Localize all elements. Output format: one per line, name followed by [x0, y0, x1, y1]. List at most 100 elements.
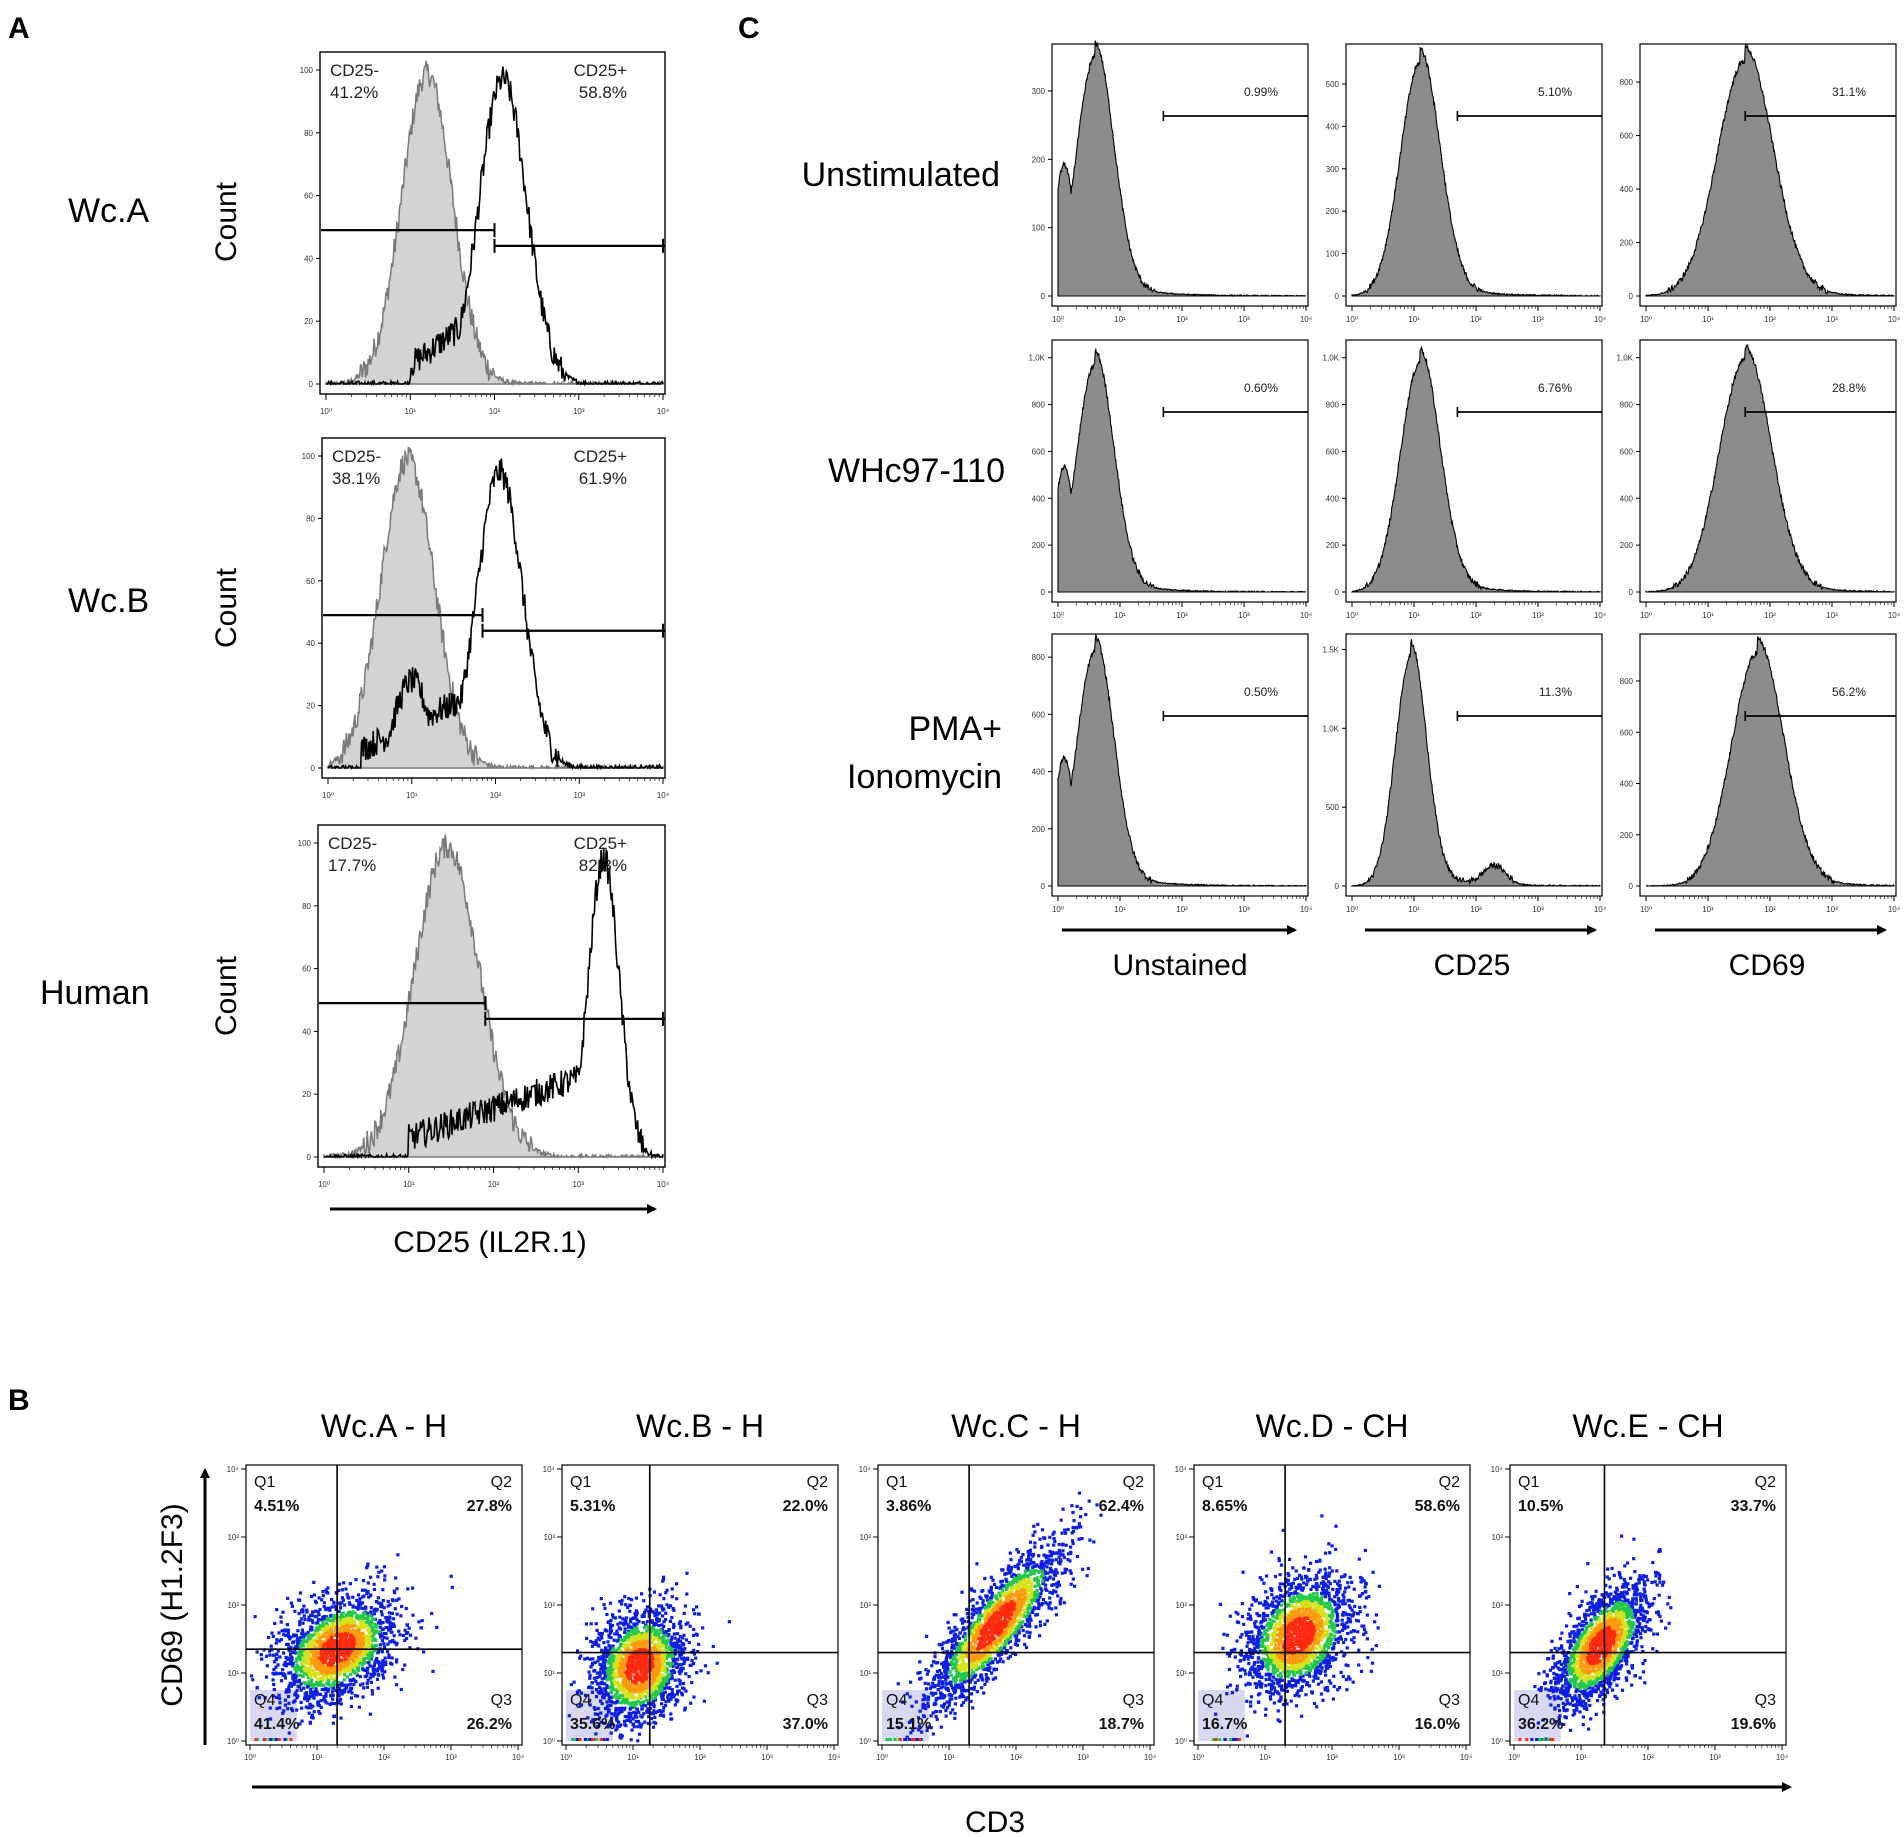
b-dot: [585, 1636, 589, 1640]
b-dot: [362, 1625, 367, 1629]
b-dot: [615, 1724, 619, 1728]
b-dot: [1023, 1642, 1027, 1646]
b-dot: [626, 1647, 630, 1651]
c-ytick-label: 800: [1620, 401, 1634, 410]
b-dot: [985, 1595, 989, 1599]
b-dot: [358, 1675, 362, 1679]
b-dot: [583, 1738, 587, 1741]
b-dot: [970, 1687, 974, 1691]
b-dot: [655, 1637, 659, 1641]
b-dot: [305, 1661, 309, 1665]
b-dot: [953, 1716, 957, 1720]
b-dot: [328, 1608, 332, 1612]
b-dot: [313, 1645, 317, 1649]
b-dot: [346, 1653, 350, 1657]
a-xtick-label: 10⁴: [657, 1180, 670, 1189]
b-dot: [338, 1689, 342, 1693]
b-dot: [637, 1649, 642, 1653]
b-dot: [646, 1646, 650, 1651]
b-dot: [305, 1640, 309, 1644]
b-dot: [333, 1605, 337, 1609]
b-dot: [926, 1669, 930, 1673]
b-dot: [321, 1624, 325, 1628]
b-dot: [629, 1617, 633, 1621]
b-dot: [399, 1614, 403, 1618]
b-dot: [673, 1678, 677, 1682]
b-dot: [671, 1669, 676, 1673]
b-dot: [368, 1654, 373, 1658]
b-dot: [666, 1698, 670, 1703]
b-dot: [654, 1711, 658, 1715]
b-dot: [277, 1639, 281, 1643]
b-dot: [284, 1690, 288, 1694]
b-dot: [616, 1648, 620, 1652]
b-dot: [350, 1635, 354, 1639]
b-dot: [379, 1635, 383, 1639]
b-dot: [351, 1669, 355, 1674]
b-dot: [971, 1604, 975, 1608]
b-dot: [368, 1676, 372, 1680]
b-dot: [632, 1710, 636, 1714]
b-dot: [366, 1614, 370, 1618]
b-dot: [979, 1596, 983, 1600]
b-dot: [281, 1610, 285, 1614]
b-dot: [1033, 1545, 1037, 1549]
b-dot: [304, 1672, 308, 1676]
b-dot: [640, 1592, 644, 1596]
c-xtick-label: 10²: [1764, 905, 1776, 914]
b-dot: [1037, 1603, 1041, 1607]
b-dot: [358, 1619, 362, 1623]
b-dot: [1070, 1504, 1074, 1508]
b-dot: [1028, 1631, 1032, 1635]
b-dot: [393, 1640, 397, 1644]
b-dot: [605, 1629, 609, 1633]
b-dot: [331, 1619, 335, 1623]
b-dot: [1008, 1654, 1012, 1659]
b-dot: [657, 1604, 661, 1608]
b-dot: [954, 1633, 958, 1637]
a-ytick-label: 20: [306, 702, 315, 711]
b-dot: [292, 1681, 296, 1685]
b-dot: [1052, 1537, 1056, 1541]
b-dot: [337, 1634, 341, 1638]
b-dot: [365, 1649, 369, 1653]
b-dot: [337, 1609, 341, 1614]
b-dot: [664, 1591, 668, 1595]
b-dot: [696, 1612, 701, 1616]
b-dot: [309, 1692, 313, 1697]
b-dot: [295, 1708, 299, 1712]
b-dot: [623, 1714, 627, 1719]
b-dot: [347, 1661, 351, 1665]
b-dot: [401, 1633, 405, 1638]
b-dot: [387, 1615, 391, 1619]
b-dot: [640, 1680, 644, 1684]
b-dot: [972, 1687, 976, 1691]
b-dot: [649, 1630, 653, 1634]
b-dot: [309, 1688, 313, 1692]
b-dot: [298, 1649, 303, 1654]
b-dot: [662, 1649, 666, 1653]
b-dot: [1073, 1584, 1077, 1588]
b-dot: [632, 1675, 637, 1679]
b-dot: [360, 1588, 365, 1592]
b-dot: [660, 1637, 664, 1642]
b-dot: [655, 1629, 659, 1633]
b-dot: [666, 1674, 670, 1678]
b-dot: [435, 1625, 439, 1629]
b-dot: [622, 1697, 626, 1701]
b-dot: [624, 1603, 628, 1607]
b-dot: [1086, 1567, 1090, 1571]
b-dot: [376, 1649, 380, 1653]
c-gate-pct: 6.76%: [1538, 381, 1572, 395]
b-dot: [695, 1605, 699, 1609]
b-dot: [272, 1653, 276, 1657]
b-dot: [317, 1651, 321, 1655]
b-dot: [309, 1594, 314, 1599]
c-histogram: [1645, 43, 1895, 297]
b-dot: [327, 1661, 332, 1665]
b-dot: [621, 1673, 625, 1677]
c-xtick-label: 10²: [1470, 905, 1482, 914]
b-dot: [340, 1661, 344, 1665]
b-dot: [662, 1680, 666, 1684]
